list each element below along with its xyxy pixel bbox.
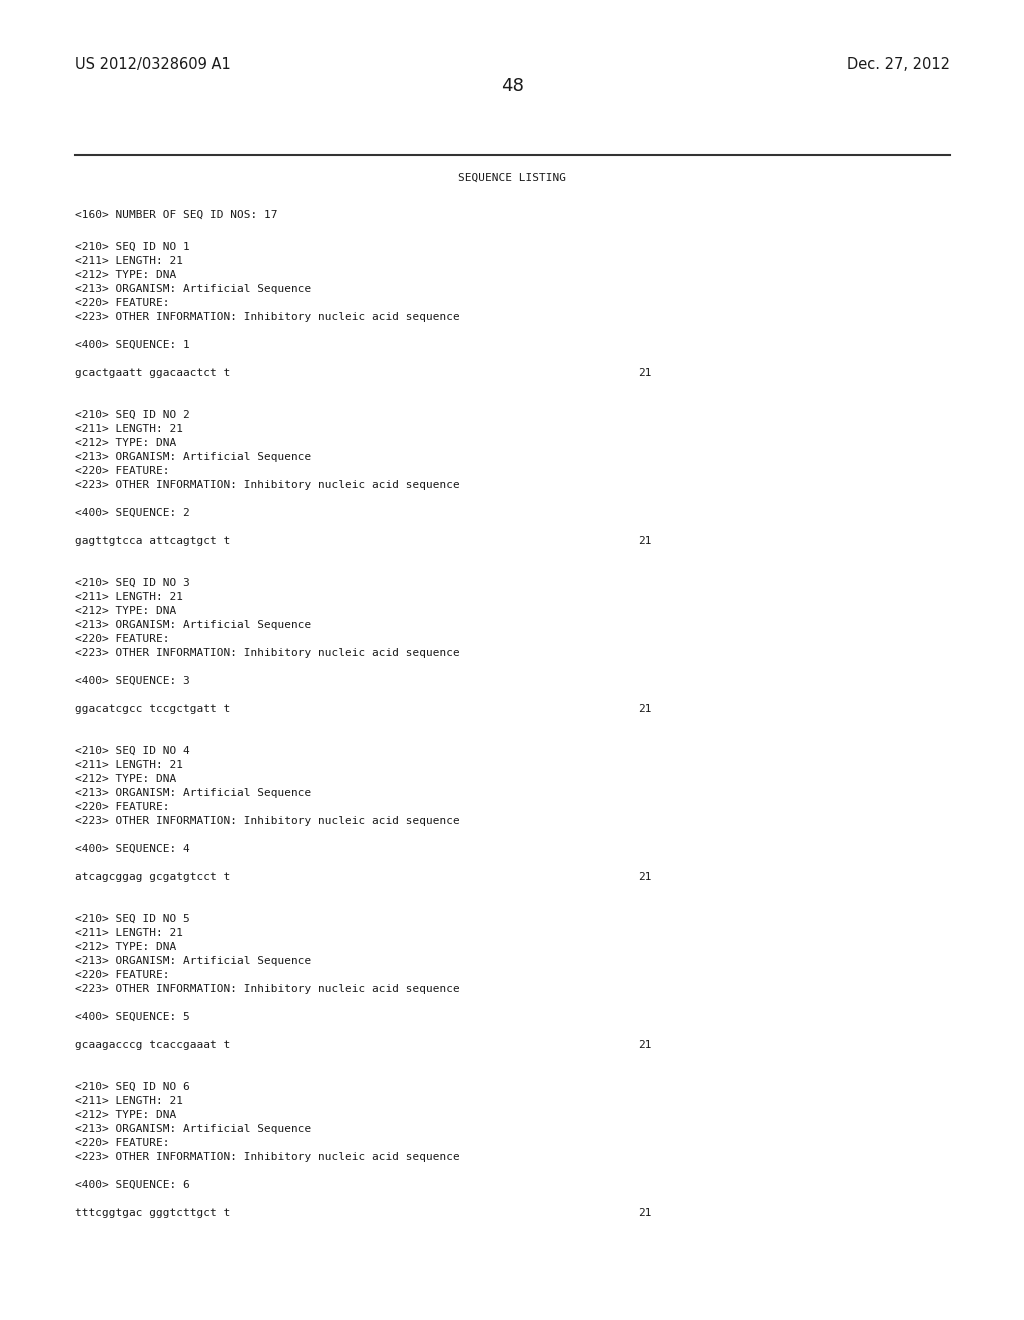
Text: <400> SEQUENCE: 1: <400> SEQUENCE: 1: [75, 341, 189, 350]
Text: <210> SEQ ID NO 4: <210> SEQ ID NO 4: [75, 746, 189, 756]
Text: <212> TYPE: DNA: <212> TYPE: DNA: [75, 1110, 176, 1119]
Text: atcagcggag gcgatgtcct t: atcagcggag gcgatgtcct t: [75, 873, 230, 882]
Text: <211> LENGTH: 21: <211> LENGTH: 21: [75, 424, 183, 434]
Text: 21: 21: [638, 704, 651, 714]
Text: 21: 21: [638, 873, 651, 882]
Text: <223> OTHER INFORMATION: Inhibitory nucleic acid sequence: <223> OTHER INFORMATION: Inhibitory nucl…: [75, 648, 460, 657]
Text: <400> SEQUENCE: 4: <400> SEQUENCE: 4: [75, 843, 189, 854]
Text: ggacatcgcc tccgctgatt t: ggacatcgcc tccgctgatt t: [75, 704, 230, 714]
Text: <210> SEQ ID NO 6: <210> SEQ ID NO 6: [75, 1082, 189, 1092]
Text: <210> SEQ ID NO 5: <210> SEQ ID NO 5: [75, 913, 189, 924]
Text: 21: 21: [638, 368, 651, 378]
Text: <212> TYPE: DNA: <212> TYPE: DNA: [75, 606, 176, 616]
Text: 21: 21: [638, 1040, 651, 1049]
Text: <400> SEQUENCE: 6: <400> SEQUENCE: 6: [75, 1180, 189, 1191]
Text: gagttgtcca attcagtgct t: gagttgtcca attcagtgct t: [75, 536, 230, 546]
Text: <212> TYPE: DNA: <212> TYPE: DNA: [75, 438, 176, 447]
Text: <220> FEATURE:: <220> FEATURE:: [75, 298, 170, 308]
Text: <213> ORGANISM: Artificial Sequence: <213> ORGANISM: Artificial Sequence: [75, 284, 311, 294]
Text: <211> LENGTH: 21: <211> LENGTH: 21: [75, 1096, 183, 1106]
Text: <213> ORGANISM: Artificial Sequence: <213> ORGANISM: Artificial Sequence: [75, 788, 311, 799]
Text: <213> ORGANISM: Artificial Sequence: <213> ORGANISM: Artificial Sequence: [75, 620, 311, 630]
Text: <211> LENGTH: 21: <211> LENGTH: 21: [75, 760, 183, 770]
Text: Dec. 27, 2012: Dec. 27, 2012: [847, 57, 950, 73]
Text: <223> OTHER INFORMATION: Inhibitory nucleic acid sequence: <223> OTHER INFORMATION: Inhibitory nucl…: [75, 983, 460, 994]
Text: <220> FEATURE:: <220> FEATURE:: [75, 634, 170, 644]
Text: <211> LENGTH: 21: <211> LENGTH: 21: [75, 256, 183, 267]
Text: gcactgaatt ggacaactct t: gcactgaatt ggacaactct t: [75, 368, 230, 378]
Text: 21: 21: [638, 536, 651, 546]
Text: <160> NUMBER OF SEQ ID NOS: 17: <160> NUMBER OF SEQ ID NOS: 17: [75, 210, 278, 220]
Text: SEQUENCE LISTING: SEQUENCE LISTING: [458, 173, 566, 183]
Text: <220> FEATURE:: <220> FEATURE:: [75, 466, 170, 477]
Text: <213> ORGANISM: Artificial Sequence: <213> ORGANISM: Artificial Sequence: [75, 1125, 311, 1134]
Text: <400> SEQUENCE: 5: <400> SEQUENCE: 5: [75, 1012, 189, 1022]
Text: <213> ORGANISM: Artificial Sequence: <213> ORGANISM: Artificial Sequence: [75, 956, 311, 966]
Text: <212> TYPE: DNA: <212> TYPE: DNA: [75, 774, 176, 784]
Text: gcaagacccg tcaccgaaat t: gcaagacccg tcaccgaaat t: [75, 1040, 230, 1049]
Text: <220> FEATURE:: <220> FEATURE:: [75, 1138, 170, 1148]
Text: <210> SEQ ID NO 2: <210> SEQ ID NO 2: [75, 411, 189, 420]
Text: <210> SEQ ID NO 1: <210> SEQ ID NO 1: [75, 242, 189, 252]
Text: 21: 21: [638, 1208, 651, 1218]
Text: <212> TYPE: DNA: <212> TYPE: DNA: [75, 942, 176, 952]
Text: <220> FEATURE:: <220> FEATURE:: [75, 803, 170, 812]
Text: 48: 48: [501, 77, 523, 95]
Text: <223> OTHER INFORMATION: Inhibitory nucleic acid sequence: <223> OTHER INFORMATION: Inhibitory nucl…: [75, 480, 460, 490]
Text: <400> SEQUENCE: 2: <400> SEQUENCE: 2: [75, 508, 189, 517]
Text: <210> SEQ ID NO 3: <210> SEQ ID NO 3: [75, 578, 189, 587]
Text: <211> LENGTH: 21: <211> LENGTH: 21: [75, 591, 183, 602]
Text: <213> ORGANISM: Artificial Sequence: <213> ORGANISM: Artificial Sequence: [75, 451, 311, 462]
Text: tttcggtgac gggtcttgct t: tttcggtgac gggtcttgct t: [75, 1208, 230, 1218]
Text: <223> OTHER INFORMATION: Inhibitory nucleic acid sequence: <223> OTHER INFORMATION: Inhibitory nucl…: [75, 816, 460, 826]
Text: <223> OTHER INFORMATION: Inhibitory nucleic acid sequence: <223> OTHER INFORMATION: Inhibitory nucl…: [75, 312, 460, 322]
Text: <211> LENGTH: 21: <211> LENGTH: 21: [75, 928, 183, 939]
Text: US 2012/0328609 A1: US 2012/0328609 A1: [75, 57, 230, 73]
Text: <223> OTHER INFORMATION: Inhibitory nucleic acid sequence: <223> OTHER INFORMATION: Inhibitory nucl…: [75, 1152, 460, 1162]
Text: <220> FEATURE:: <220> FEATURE:: [75, 970, 170, 979]
Text: <212> TYPE: DNA: <212> TYPE: DNA: [75, 271, 176, 280]
Text: <400> SEQUENCE: 3: <400> SEQUENCE: 3: [75, 676, 189, 686]
